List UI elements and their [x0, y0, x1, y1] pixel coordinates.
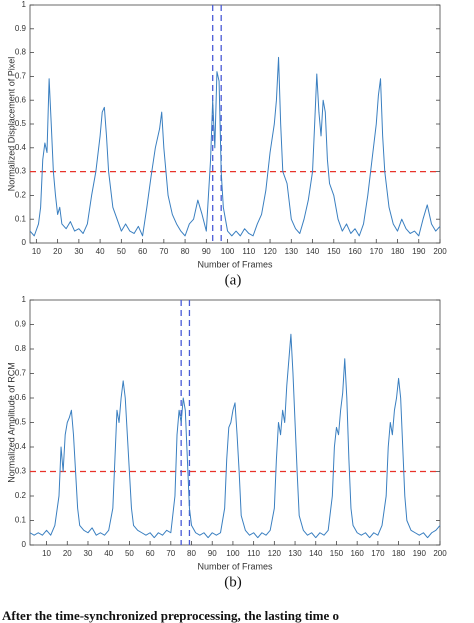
y-axis-label: Normalized Amplitude of RCM [6, 362, 16, 483]
x-tick-label: 150 [327, 247, 341, 256]
x-tick-label: 180 [391, 247, 405, 256]
x-tick-label: 130 [288, 549, 302, 558]
y-tick-label: 0.7 [15, 72, 27, 81]
y-tick-label: 0.8 [15, 344, 27, 353]
y-tick-label: 0.2 [15, 491, 27, 500]
y-axis-label: Normalized Displacement of Pixel [6, 57, 16, 192]
y-tick-label: 0.3 [15, 167, 27, 176]
x-axis-label: Number of Frames [197, 561, 273, 571]
x-tick-label: 60 [146, 549, 155, 558]
y-tick-label: 0.6 [15, 95, 27, 104]
x-tick-label: 140 [306, 247, 320, 256]
x-tick-label: 100 [221, 247, 235, 256]
x-tick-label: 10 [32, 247, 41, 256]
y-tick-label: 1 [22, 295, 27, 304]
x-tick-label: 120 [268, 549, 282, 558]
x-tick-label: 30 [84, 549, 93, 558]
plot-frame [29, 299, 441, 546]
caption-text: After the time-synchronized preprocessin… [2, 608, 339, 623]
x-tick-label: 40 [104, 549, 113, 558]
y-tick-label: 0.5 [15, 418, 27, 427]
x-tick-label: 180 [392, 549, 406, 558]
y-tick-label: 0 [22, 540, 27, 549]
y-tick-label: 0.8 [15, 48, 27, 57]
x-tick-label: 90 [208, 549, 217, 558]
x-tick-label: 60 [138, 247, 147, 256]
y-tick-label: 0.6 [15, 393, 27, 402]
x-tick-label: 80 [187, 549, 196, 558]
x-tick-label: 100 [226, 549, 240, 558]
x-tick-label: 70 [166, 549, 175, 558]
x-tick-label: 200 [433, 549, 447, 558]
data-line [29, 333, 441, 539]
x-tick-label: 40 [96, 247, 105, 256]
x-tick-label: 50 [117, 247, 126, 256]
y-tick-label: 0.9 [15, 24, 27, 33]
x-tick-label: 90 [202, 247, 211, 256]
x-tick-label: 170 [370, 247, 384, 256]
y-tick-label: 0.4 [15, 442, 27, 451]
x-tick-label: 190 [412, 247, 426, 256]
plot-frame [29, 4, 441, 244]
x-tick-label: 130 [285, 247, 299, 256]
x-tick-label: 30 [74, 247, 83, 256]
x-tick-label: 10 [42, 549, 51, 558]
subfigure-label: (a) [225, 272, 242, 288]
y-tick-label: 0.5 [15, 119, 27, 128]
x-tick-label: 20 [63, 549, 72, 558]
x-tick-label: 120 [263, 247, 277, 256]
x-tick-label: 80 [181, 247, 190, 256]
y-tick-label: 1 [22, 0, 27, 9]
x-tick-label: 200 [433, 247, 447, 256]
y-tick-label: 0.1 [15, 214, 27, 223]
x-tick-label: 150 [330, 549, 344, 558]
x-tick-label: 140 [309, 549, 323, 558]
x-axis-label: Number of Frames [197, 259, 273, 269]
y-tick-label: 0.7 [15, 369, 27, 378]
x-tick-label: 110 [242, 247, 255, 256]
x-tick-label: 160 [348, 247, 362, 256]
x-tick-label: 20 [53, 247, 62, 256]
y-tick-label: 0.9 [15, 320, 27, 329]
x-tick-label: 170 [371, 549, 385, 558]
x-tick-label: 190 [413, 549, 427, 558]
y-tick-label: 0.1 [15, 516, 27, 525]
subfigure-label: (b) [224, 574, 242, 590]
y-tick-label: 0 [22, 238, 27, 247]
y-tick-label: 0.3 [15, 467, 27, 476]
x-tick-label: 70 [159, 247, 168, 256]
x-tick-label: 50 [125, 549, 134, 558]
y-tick-label: 0.4 [15, 143, 27, 152]
data-line [29, 56, 441, 237]
y-tick-label: 0.2 [15, 191, 27, 200]
x-tick-label: 110 [247, 549, 260, 558]
x-tick-label: 160 [350, 549, 364, 558]
